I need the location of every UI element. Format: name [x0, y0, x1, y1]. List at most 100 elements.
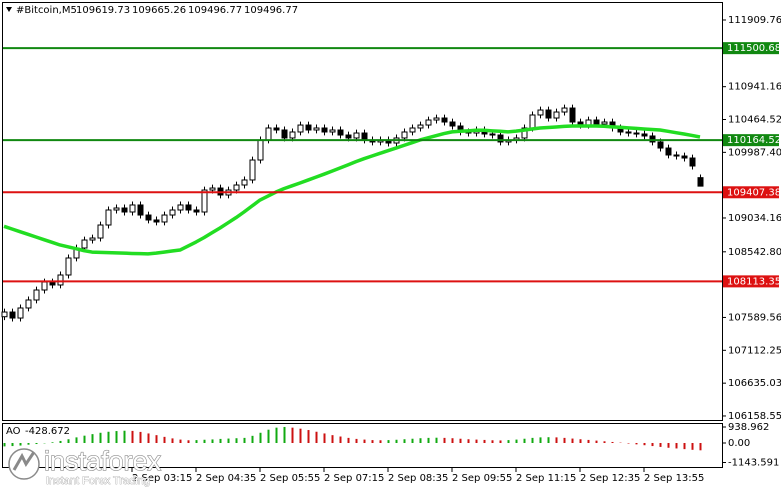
candle-body: [209, 187, 216, 191]
level-label-box: [723, 275, 779, 288]
candle-body: [625, 131, 632, 134]
candle-body: [409, 127, 416, 133]
candle-body: [97, 224, 104, 239]
ohlc-low: 109496.77: [188, 5, 242, 16]
candle-body: [441, 117, 448, 123]
candle-body: [681, 155, 688, 159]
candle-body: [553, 111, 560, 119]
candle-body: [185, 204, 192, 211]
plot: 111909.76 110941.16 110464.52 109987.40 1090…: [1, 15, 781, 484]
candle-body: [65, 257, 72, 276]
candle-body: [297, 124, 304, 133]
candle-body: [113, 207, 120, 211]
level-label: 109407.38: [727, 187, 781, 198]
y-tick-label: -1143.591: [728, 457, 779, 468]
candle-body: [545, 109, 552, 119]
candle-body: [265, 127, 272, 141]
ohlc-close: 109496.77: [244, 5, 298, 16]
candle-body: [169, 209, 176, 216]
candle-body: [593, 119, 600, 125]
candle-body: [33, 289, 40, 301]
candle-body: [425, 119, 432, 126]
candle-body: [25, 299, 32, 309]
y-tick-label: 107589.56: [728, 312, 781, 323]
x-tick-label: 2 Sep 07:15: [324, 473, 384, 484]
collapse-icon: [6, 7, 12, 12]
tagline: Instant Forex Trading: [46, 475, 150, 487]
level-label-box: [723, 186, 779, 199]
ao-panel-frame: [2, 423, 723, 468]
candle-body: [561, 107, 568, 113]
candle-body: [665, 147, 672, 156]
indicator-value: -428.672: [25, 426, 70, 437]
candle-body: [433, 117, 440, 121]
candle-body: [81, 239, 88, 249]
candle-body: [305, 124, 312, 131]
candle-body: [649, 135, 656, 143]
brand: instaforex: [44, 446, 162, 476]
candle-body: [345, 134, 352, 139]
level-label-box: [723, 42, 779, 55]
candle-body: [17, 307, 24, 319]
y-tick-label: 109034.16: [728, 213, 781, 224]
candle-body: [177, 204, 184, 211]
candle-body: [489, 133, 496, 136]
candle-body: [353, 132, 360, 139]
candle-body: [569, 107, 576, 123]
candle-body: [417, 124, 424, 129]
candle-body: [249, 159, 256, 181]
ohlc-open: 109619.73: [76, 5, 130, 16]
candle-body: [145, 214, 152, 221]
candle-body: [521, 127, 528, 139]
candle-body: [401, 131, 408, 139]
y-tick-label: 111909.76: [728, 15, 781, 26]
y-tick-label: 938.962: [728, 422, 769, 433]
candle-body: [601, 121, 608, 125]
x-tick-label: 2 Sep 04:35: [196, 473, 256, 484]
moving-average: [3, 124, 701, 256]
level-label: 110164.52: [727, 135, 781, 146]
y-tick-label: 108542.80: [728, 247, 781, 258]
watermark: instaforex Instant Forex Trading: [8, 446, 162, 487]
candle-body: [673, 154, 680, 157]
x-tick-label: 2 Sep 12:35: [580, 473, 640, 484]
y-tick-label: 106635.03: [728, 378, 781, 389]
candle-body: [281, 129, 288, 139]
y-tick-label: 107112.25: [728, 345, 781, 356]
candle-body: [337, 129, 344, 136]
x-tick-label: 2 Sep 03:15: [132, 473, 192, 484]
level-label-box: [723, 134, 779, 147]
level-label: 108113.35: [727, 276, 781, 287]
candle-body: [57, 274, 64, 286]
y-tick-label: 110464.52: [728, 114, 781, 125]
candle-body: [121, 207, 128, 213]
candle-body: [89, 237, 96, 241]
candle-body: [273, 127, 280, 131]
candle-body: [449, 121, 456, 127]
candle-body: [329, 129, 336, 133]
candle-body: [161, 214, 168, 223]
candle-body: [321, 127, 328, 133]
candle-body: [537, 109, 544, 116]
x-tick-label: 2 Sep 13:55: [644, 473, 704, 484]
candle-body: [313, 127, 320, 131]
candle-body: [497, 134, 504, 143]
candle-body: [529, 114, 536, 129]
x-tick-label: 2 Sep 08:35: [388, 473, 448, 484]
candle-body: [129, 204, 136, 213]
symbol: #Bitcoin,M5: [16, 5, 77, 16]
candle-body: [257, 139, 264, 161]
candle-body: [193, 209, 200, 213]
level-label: 111500.68: [727, 43, 781, 54]
price-panel-frame: [2, 2, 723, 421]
y-tick-label: 106158.55: [728, 411, 781, 422]
x-tick-label: 2 Sep 09:55: [452, 473, 512, 484]
candle-body: [233, 184, 240, 191]
candle-body: [9, 311, 16, 319]
candle-body: [641, 133, 648, 137]
candle-body: [361, 132, 368, 141]
logo-mark: [12, 451, 36, 471]
candle-body: [697, 177, 704, 187]
